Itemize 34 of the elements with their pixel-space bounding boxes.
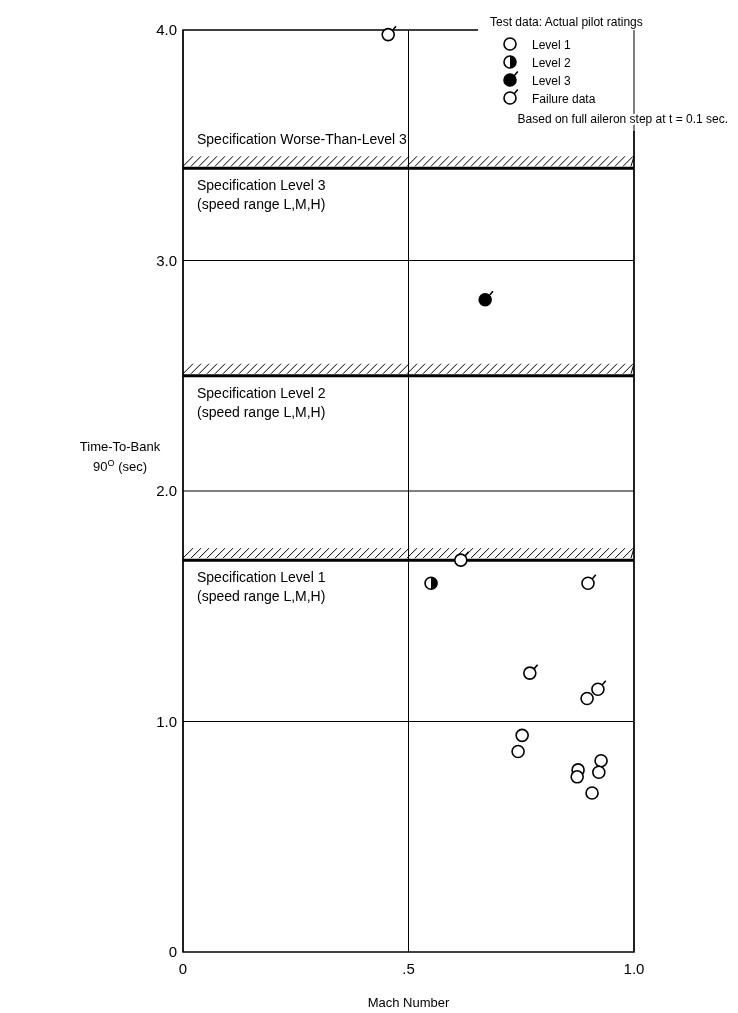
legend-title: Test data: Actual pilot ratings bbox=[490, 15, 643, 29]
ref-line-label: Specification Level 3 (speed range L,M,H) bbox=[197, 177, 326, 213]
point bbox=[511, 744, 525, 759]
x-tick-label: .5 bbox=[402, 960, 415, 977]
point bbox=[581, 574, 597, 590]
annotation: Based on full aileron step at t = 0.1 sec. bbox=[517, 112, 728, 126]
legend-label: Level 3 bbox=[532, 74, 572, 88]
point bbox=[594, 753, 608, 768]
ref-line-label: Specification Level 2 (speed range L,M,H) bbox=[197, 384, 326, 420]
y-axis-title: Time-To-Bank 90$^{O}$ (sec) bbox=[79, 439, 161, 474]
x-axis-title: Mach Number bbox=[367, 995, 450, 1010]
x-tick-label: 1.0 bbox=[623, 960, 645, 977]
y-tick-label: 0 bbox=[168, 943, 177, 960]
y-tick-label: 3.0 bbox=[156, 251, 177, 269]
point bbox=[424, 576, 438, 590]
point bbox=[515, 728, 529, 743]
point bbox=[523, 663, 539, 680]
annotation: Specification Worse-Than-Level 3 bbox=[197, 131, 408, 148]
y-tick-label: 1.0 bbox=[156, 712, 177, 730]
point bbox=[585, 786, 599, 800]
legend-label: Failure data bbox=[532, 92, 596, 106]
point bbox=[591, 680, 607, 696]
x-tick-label: 0 bbox=[178, 960, 188, 977]
point bbox=[592, 765, 606, 780]
point bbox=[580, 691, 594, 706]
point bbox=[570, 770, 584, 784]
legend-label: Level 1 bbox=[532, 38, 572, 52]
y-tick-label: 4.0 bbox=[156, 21, 177, 38]
point bbox=[454, 550, 470, 567]
y-tick-label: 2.0 bbox=[156, 482, 177, 499]
legend-label: Level 2 bbox=[532, 56, 572, 70]
point bbox=[381, 25, 397, 42]
ref-line-label: Specification Level 1 (speed range L,M,H) bbox=[197, 569, 326, 605]
point bbox=[478, 290, 494, 307]
